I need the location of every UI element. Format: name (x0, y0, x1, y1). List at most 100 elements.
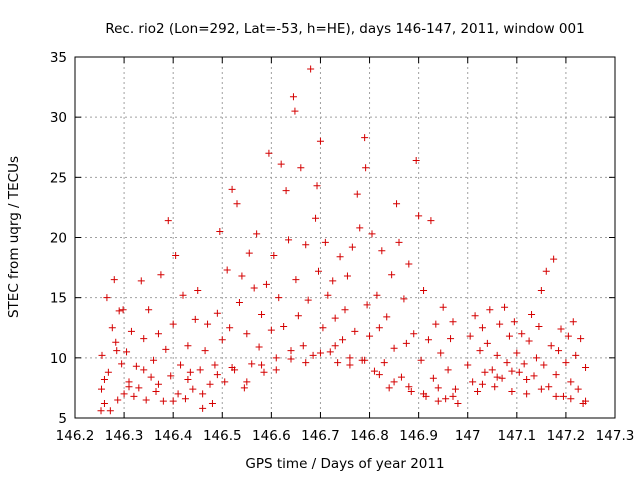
data-point (135, 384, 143, 392)
data-point (292, 276, 300, 284)
data-point (255, 343, 263, 351)
data-point (555, 347, 563, 355)
data-point (505, 332, 513, 340)
data-point (508, 367, 516, 375)
y-tick-label: 25 (50, 170, 67, 186)
data-point (98, 351, 106, 359)
data-point (537, 286, 545, 294)
data-point (154, 380, 162, 388)
data-point (130, 392, 138, 400)
data-point (253, 230, 261, 238)
data-point (510, 318, 518, 326)
data-point (481, 368, 489, 376)
data-point (503, 359, 511, 367)
data-point (213, 371, 221, 379)
data-point (98, 385, 106, 393)
data-point (501, 303, 509, 311)
data-point (486, 306, 494, 314)
data-point (196, 366, 204, 374)
data-point (110, 276, 118, 284)
data-point (385, 384, 393, 392)
data-point (582, 397, 590, 405)
data-point (375, 324, 383, 332)
data-point (420, 390, 428, 398)
data-point (228, 363, 236, 371)
data-point (478, 380, 486, 388)
data-point (201, 347, 209, 355)
data-point (218, 336, 226, 344)
x-tick-label: 146.9 (399, 428, 438, 444)
data-point (361, 134, 369, 142)
data-point (437, 349, 445, 357)
data-point (466, 332, 474, 340)
x-tick-label: 146.2 (56, 428, 95, 444)
data-point (329, 277, 337, 285)
data-point (567, 378, 575, 386)
x-tick-label: 146.4 (154, 428, 193, 444)
data-point (483, 339, 491, 347)
data-point (449, 318, 457, 326)
data-point (427, 217, 435, 225)
x-axis-label: GPS time / Days of year 2011 (245, 456, 444, 472)
data-point (145, 306, 153, 314)
x-tick-label: 146.5 (203, 428, 242, 444)
data-point (314, 267, 322, 275)
data-point (326, 348, 334, 356)
data-point (343, 272, 351, 280)
data-point (114, 396, 122, 404)
data-point (537, 385, 545, 393)
data-point (104, 368, 112, 376)
data-point (356, 224, 364, 232)
data-point (262, 280, 270, 288)
data-point (390, 378, 398, 386)
data-point (362, 164, 370, 172)
data-point (280, 323, 288, 331)
data-point (282, 187, 290, 195)
data-point (150, 356, 158, 364)
data-point (191, 315, 199, 323)
x-tick-labels: 146.2 146.3 146.4 146.5 146.6 146.7 146.8 146.9… (56, 428, 635, 444)
data-point (233, 200, 241, 208)
data-point (97, 407, 105, 415)
data-point (464, 361, 472, 369)
data-point (493, 373, 501, 381)
data-point (204, 320, 212, 328)
data-point (532, 354, 540, 362)
data-point (336, 253, 344, 261)
y-tick-labels: 5 10 15 20 25 30 35 (50, 50, 67, 427)
data-point (545, 383, 553, 391)
data-point (265, 149, 273, 157)
x-tick-label: 146.8 (350, 428, 389, 444)
data-point (238, 272, 246, 280)
data-point (313, 182, 321, 190)
data-point (186, 368, 194, 376)
data-point (169, 397, 177, 405)
data-point (211, 361, 219, 369)
data-point (370, 367, 378, 375)
data-point (523, 390, 531, 398)
data-point (159, 397, 167, 405)
data-point (449, 392, 457, 400)
data-point (240, 384, 248, 392)
data-point (397, 373, 405, 381)
y-axis-label: STEC from uqrg / TECUs (6, 156, 22, 318)
x-tick-label: 146.3 (105, 428, 144, 444)
data-point (275, 294, 283, 302)
data-point (574, 385, 582, 393)
data-point (120, 390, 128, 398)
grid-lines (75, 57, 615, 418)
data-point (287, 355, 295, 363)
data-point (373, 291, 381, 299)
data-point (312, 214, 320, 222)
data-point (346, 354, 354, 362)
data-point (341, 306, 349, 314)
data-point (469, 378, 477, 386)
data-point (223, 266, 231, 274)
data-point (439, 303, 447, 311)
data-point (447, 335, 455, 343)
data-point (181, 395, 189, 403)
data-point (248, 360, 256, 368)
data-point (550, 255, 558, 263)
data-point (454, 400, 462, 408)
data-point (177, 361, 185, 369)
